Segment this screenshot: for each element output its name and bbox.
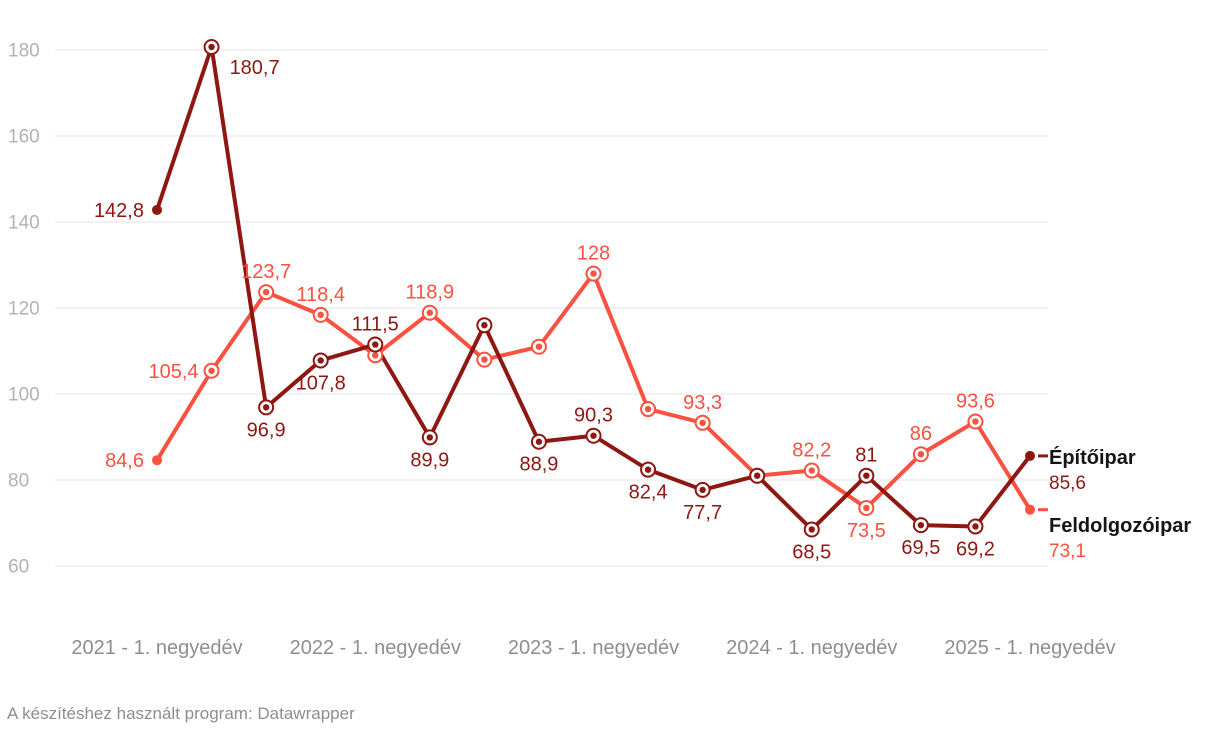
epitoipar-point-dot-12: [808, 526, 815, 533]
series-end-value-feldolgozoipar: 73,1: [1049, 541, 1086, 562]
feldolgozoipar-value-label-8: 128: [577, 243, 610, 265]
feldolgozoipar-point-dot-7: [535, 343, 543, 350]
y-axis-tick-label: 140: [8, 213, 40, 234]
chart-canvas: 180 160 140 120 100 80 60 2021 - 1. negyedév 202…: [8, 38, 1116, 659]
feldolgozoipar-point-16: [1025, 504, 1035, 515]
feldolgozoipar-point-0: [152, 455, 162, 466]
y-axis-tick-label: 120: [8, 299, 40, 320]
feldolgozoipar-value-label-0: 84,6: [105, 450, 144, 472]
epitoipar-value-label-7: 88,9: [519, 454, 558, 476]
epitoipar-point-dot-7: [535, 438, 543, 445]
epitoipar-value-label-1: 180,7: [230, 57, 280, 79]
x-axis-tick-label: 2021 - 1. negyedév: [71, 637, 242, 659]
feldolgozoipar-point-dot-4: [372, 352, 379, 359]
feldolgozoipar-point-dot-5: [426, 309, 434, 316]
feldolgozoipar-value-label-13: 73,5: [847, 520, 886, 542]
x-axis-tick-label: 2025 - 1. negyedév: [944, 637, 1115, 659]
y-axis-tick-label: 60: [8, 557, 29, 578]
y-axis-tick-label: 100: [8, 385, 40, 406]
y-axis-tick-label: 160: [8, 127, 40, 148]
series-end-label-epitoipar: Építőipar 85,6: [1049, 446, 1136, 496]
epitoipar-value-label-4: 111,5: [352, 314, 399, 336]
feldolgozoipar-value-label-12: 82,2: [792, 440, 831, 462]
epitoipar-point-dot-8: [590, 432, 597, 439]
y-axis-tick-label: 180: [8, 41, 40, 62]
epitoipar-point-16: [1025, 450, 1035, 461]
feldolgozoipar-value-label-5: 118,9: [406, 282, 455, 304]
x-axis-tick-label: 2024 - 1. negyedév: [726, 637, 897, 659]
epitoipar-point-dot-10: [699, 486, 706, 494]
feldolgozoipar-point-dot-10: [699, 419, 706, 427]
epitoipar-point-dot-13: [863, 472, 870, 479]
epitoipar-point-dot-11: [753, 472, 761, 479]
feldolgozoipar-value-label-3: 118,4: [296, 284, 345, 306]
feldolgozoipar-value-label-2: 123,7: [241, 261, 291, 283]
y-axis-tick-label: 80: [8, 471, 29, 492]
feldolgozoipar-point-dot-8: [590, 270, 597, 277]
epitoipar-value-label-0: 142,8: [94, 200, 144, 222]
epitoipar-point-dot-4: [372, 341, 379, 348]
feldolgozoipar-point-dot-12: [808, 467, 815, 474]
feldolgozoipar-point-dot-2: [262, 288, 270, 296]
epitoipar-point-dot-14: [917, 521, 925, 529]
epitoipar-value-label-15: 69,2: [956, 538, 995, 560]
attribution-text: A készítéshez használt program: Datawrap…: [7, 704, 355, 723]
epitoipar-point-0: [152, 204, 162, 215]
epitoipar-point-dot-5: [426, 434, 434, 441]
epitoipar-point-dot-2: [262, 404, 270, 411]
epitoipar-value-label-10: 77,7: [683, 502, 722, 524]
feldolgozoipar-point-dot-6: [481, 356, 488, 363]
series-name-epitoipar: Építőipar: [1049, 447, 1136, 469]
feldolgozoipar-point-dot-13: [863, 504, 870, 512]
epitoipar-value-label-2: 96,9: [247, 419, 286, 441]
feldolgozoipar-value-label-14: 86: [910, 423, 932, 445]
epitoipar-point-dot-15: [972, 523, 979, 530]
feldolgozoipar-point-dot-14: [917, 451, 925, 458]
epitoipar-value-label-9: 82,4: [629, 482, 668, 504]
series-end-label-feldolgozoipar: Feldolgozóipar 73,1: [1049, 514, 1191, 564]
epitoipar-value-label-5: 89,9: [410, 449, 449, 471]
feldolgozoipar-value-label-1: 105,4: [149, 361, 199, 383]
feldolgozoipar-value-label-10: 93,3: [683, 392, 722, 414]
x-axis-tick-label: 2022 - 1. negyedév: [290, 637, 461, 659]
epitoipar-point-dot-3: [317, 357, 324, 364]
series-name-feldolgozoipar: Feldolgozóipar: [1049, 515, 1192, 537]
epitoipar-value-label-3: 107,8: [296, 372, 346, 394]
feldolgozoipar-point-dot-3: [317, 311, 324, 319]
line-epitoipar: [155, 44, 1032, 532]
feldolgozoipar-point-dot-9: [644, 405, 652, 413]
epitoipar-value-label-13: 81: [855, 445, 877, 467]
feldolgozoipar-point-dot-1: [208, 367, 215, 374]
feldolgozoipar-point-dot-15: [972, 418, 979, 425]
epitoipar-value-label-12: 68,5: [792, 541, 831, 563]
epitoipar-value-label-14: 69,5: [901, 537, 940, 559]
epitoipar-value-label-8: 90,3: [574, 405, 613, 427]
x-axis-tick-label: 2023 - 1. negyedév: [508, 637, 679, 659]
epitoipar-point-dot-9: [644, 466, 652, 473]
epitoipar-point-dot-1: [208, 43, 215, 51]
feldolgozoipar-value-label-15: 93,6: [956, 391, 995, 413]
epitoipar-point-dot-6: [481, 322, 488, 329]
line-feldolgozoipar: [155, 271, 1032, 512]
series-end-value-epitoipar: 85,6: [1049, 473, 1086, 494]
